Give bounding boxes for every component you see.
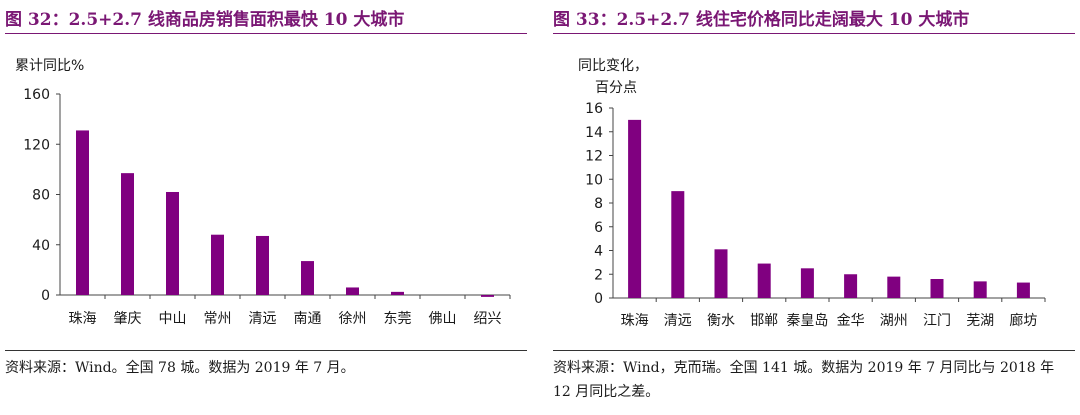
y-tick-label: 12 (585, 149, 603, 165)
x-category-label: 珠海 (621, 313, 649, 329)
chart-panel-right: 图 33：2.5+2.7 线住宅价格同比走阔最大 10 大城市 同比变化， 百分点… (553, 0, 1075, 415)
y-tick-label: 8 (594, 196, 603, 212)
figure-title: 图 33：2.5+2.7 线住宅价格同比走阔最大 10 大城市 (553, 10, 970, 30)
y-tick-label: 6 (594, 220, 603, 236)
y-tick-label: 160 (23, 87, 50, 103)
bar (930, 279, 944, 298)
x-category-label: 中山 (159, 311, 187, 327)
x-category-label: 珠海 (69, 311, 97, 327)
y-tick-label: 10 (585, 172, 603, 188)
y-tick-label: 16 (585, 101, 603, 117)
x-category-label: 南通 (294, 311, 322, 327)
x-category-label: 清远 (249, 311, 277, 327)
bar (346, 287, 359, 295)
x-category-label: 佛山 (429, 311, 457, 327)
x-category-label: 衡水 (707, 313, 735, 329)
x-category-label: 徐州 (339, 311, 367, 327)
y-axis-label: 累计同比% (15, 58, 84, 74)
x-category-label: 东莞 (384, 311, 412, 327)
bar (887, 276, 901, 298)
y-tick-label: 80 (32, 188, 50, 204)
y-axis-label: 百分点 (595, 80, 637, 96)
y-tick-label: 14 (585, 125, 603, 141)
chart-panel-left: 图 32：2.5+2.7 线商品房销售面积最快 10 大城市 累计同比% 0 40 8… (5, 0, 527, 415)
x-category-label: 江门 (923, 313, 951, 329)
x-category-label: 常州 (204, 311, 232, 327)
y-tick-label: 40 (32, 238, 50, 254)
source-note: 资料来源：Wind。全国 78 城。数据为 2019 年 7 月。 (5, 360, 355, 376)
y-tick-label: 0 (41, 288, 50, 304)
bar (973, 281, 987, 298)
bar-chart-price-change: 同比变化， 百分点 0 2 4 6 8 10 12 14 16 珠海 清远 衡水 邯郸 秦皇岛 金华 湖州 江门 芜湖… (578, 58, 1046, 329)
bar (301, 261, 314, 295)
source-divider (553, 350, 1075, 351)
x-category-label: 金华 (837, 313, 865, 329)
y-tick-label: 120 (23, 137, 50, 153)
bar (256, 235, 269, 295)
x-category-label: 芜湖 (966, 312, 994, 329)
bar (628, 119, 642, 298)
bar (714, 249, 728, 298)
bar (166, 191, 179, 295)
bar (671, 191, 685, 298)
y-tick-label: 2 (594, 267, 603, 283)
bar (481, 295, 494, 297)
y-tick-label: 0 (594, 291, 603, 307)
x-category-label: 邯郸 (750, 313, 778, 329)
source-divider (5, 350, 527, 351)
bar (800, 268, 814, 298)
y-axis-label: 同比变化， (578, 58, 648, 74)
bar (391, 291, 404, 295)
bar (211, 234, 224, 295)
title-divider (553, 33, 1075, 34)
bar (1016, 282, 1030, 298)
y-tick-label: 4 (594, 244, 603, 260)
bar (844, 274, 858, 298)
x-category-label: 湖州 (880, 313, 908, 329)
x-category-label: 绍兴 (474, 311, 502, 327)
bar (121, 173, 134, 295)
bar (757, 263, 771, 298)
title-divider (5, 33, 527, 34)
x-category-label: 廊坊 (1009, 312, 1037, 329)
bar (76, 130, 89, 295)
figure-title: 图 32：2.5+2.7 线商品房销售面积最快 10 大城市 (5, 10, 405, 30)
x-category-label: 肇庆 (114, 311, 142, 327)
x-category-label: 秦皇岛 (786, 313, 828, 329)
source-note: 资料来源：Wind，克而瑞。全国 141 城。数据为 2019 年 7 月同比与… (553, 360, 1055, 400)
x-category-label: 清远 (664, 313, 692, 329)
bar-chart-sales-area: 累计同比% 0 40 80 120 160 珠海 肇庆 中山 常州 清远 南通 徐州 东莞 佛山 绍兴 (15, 58, 511, 327)
